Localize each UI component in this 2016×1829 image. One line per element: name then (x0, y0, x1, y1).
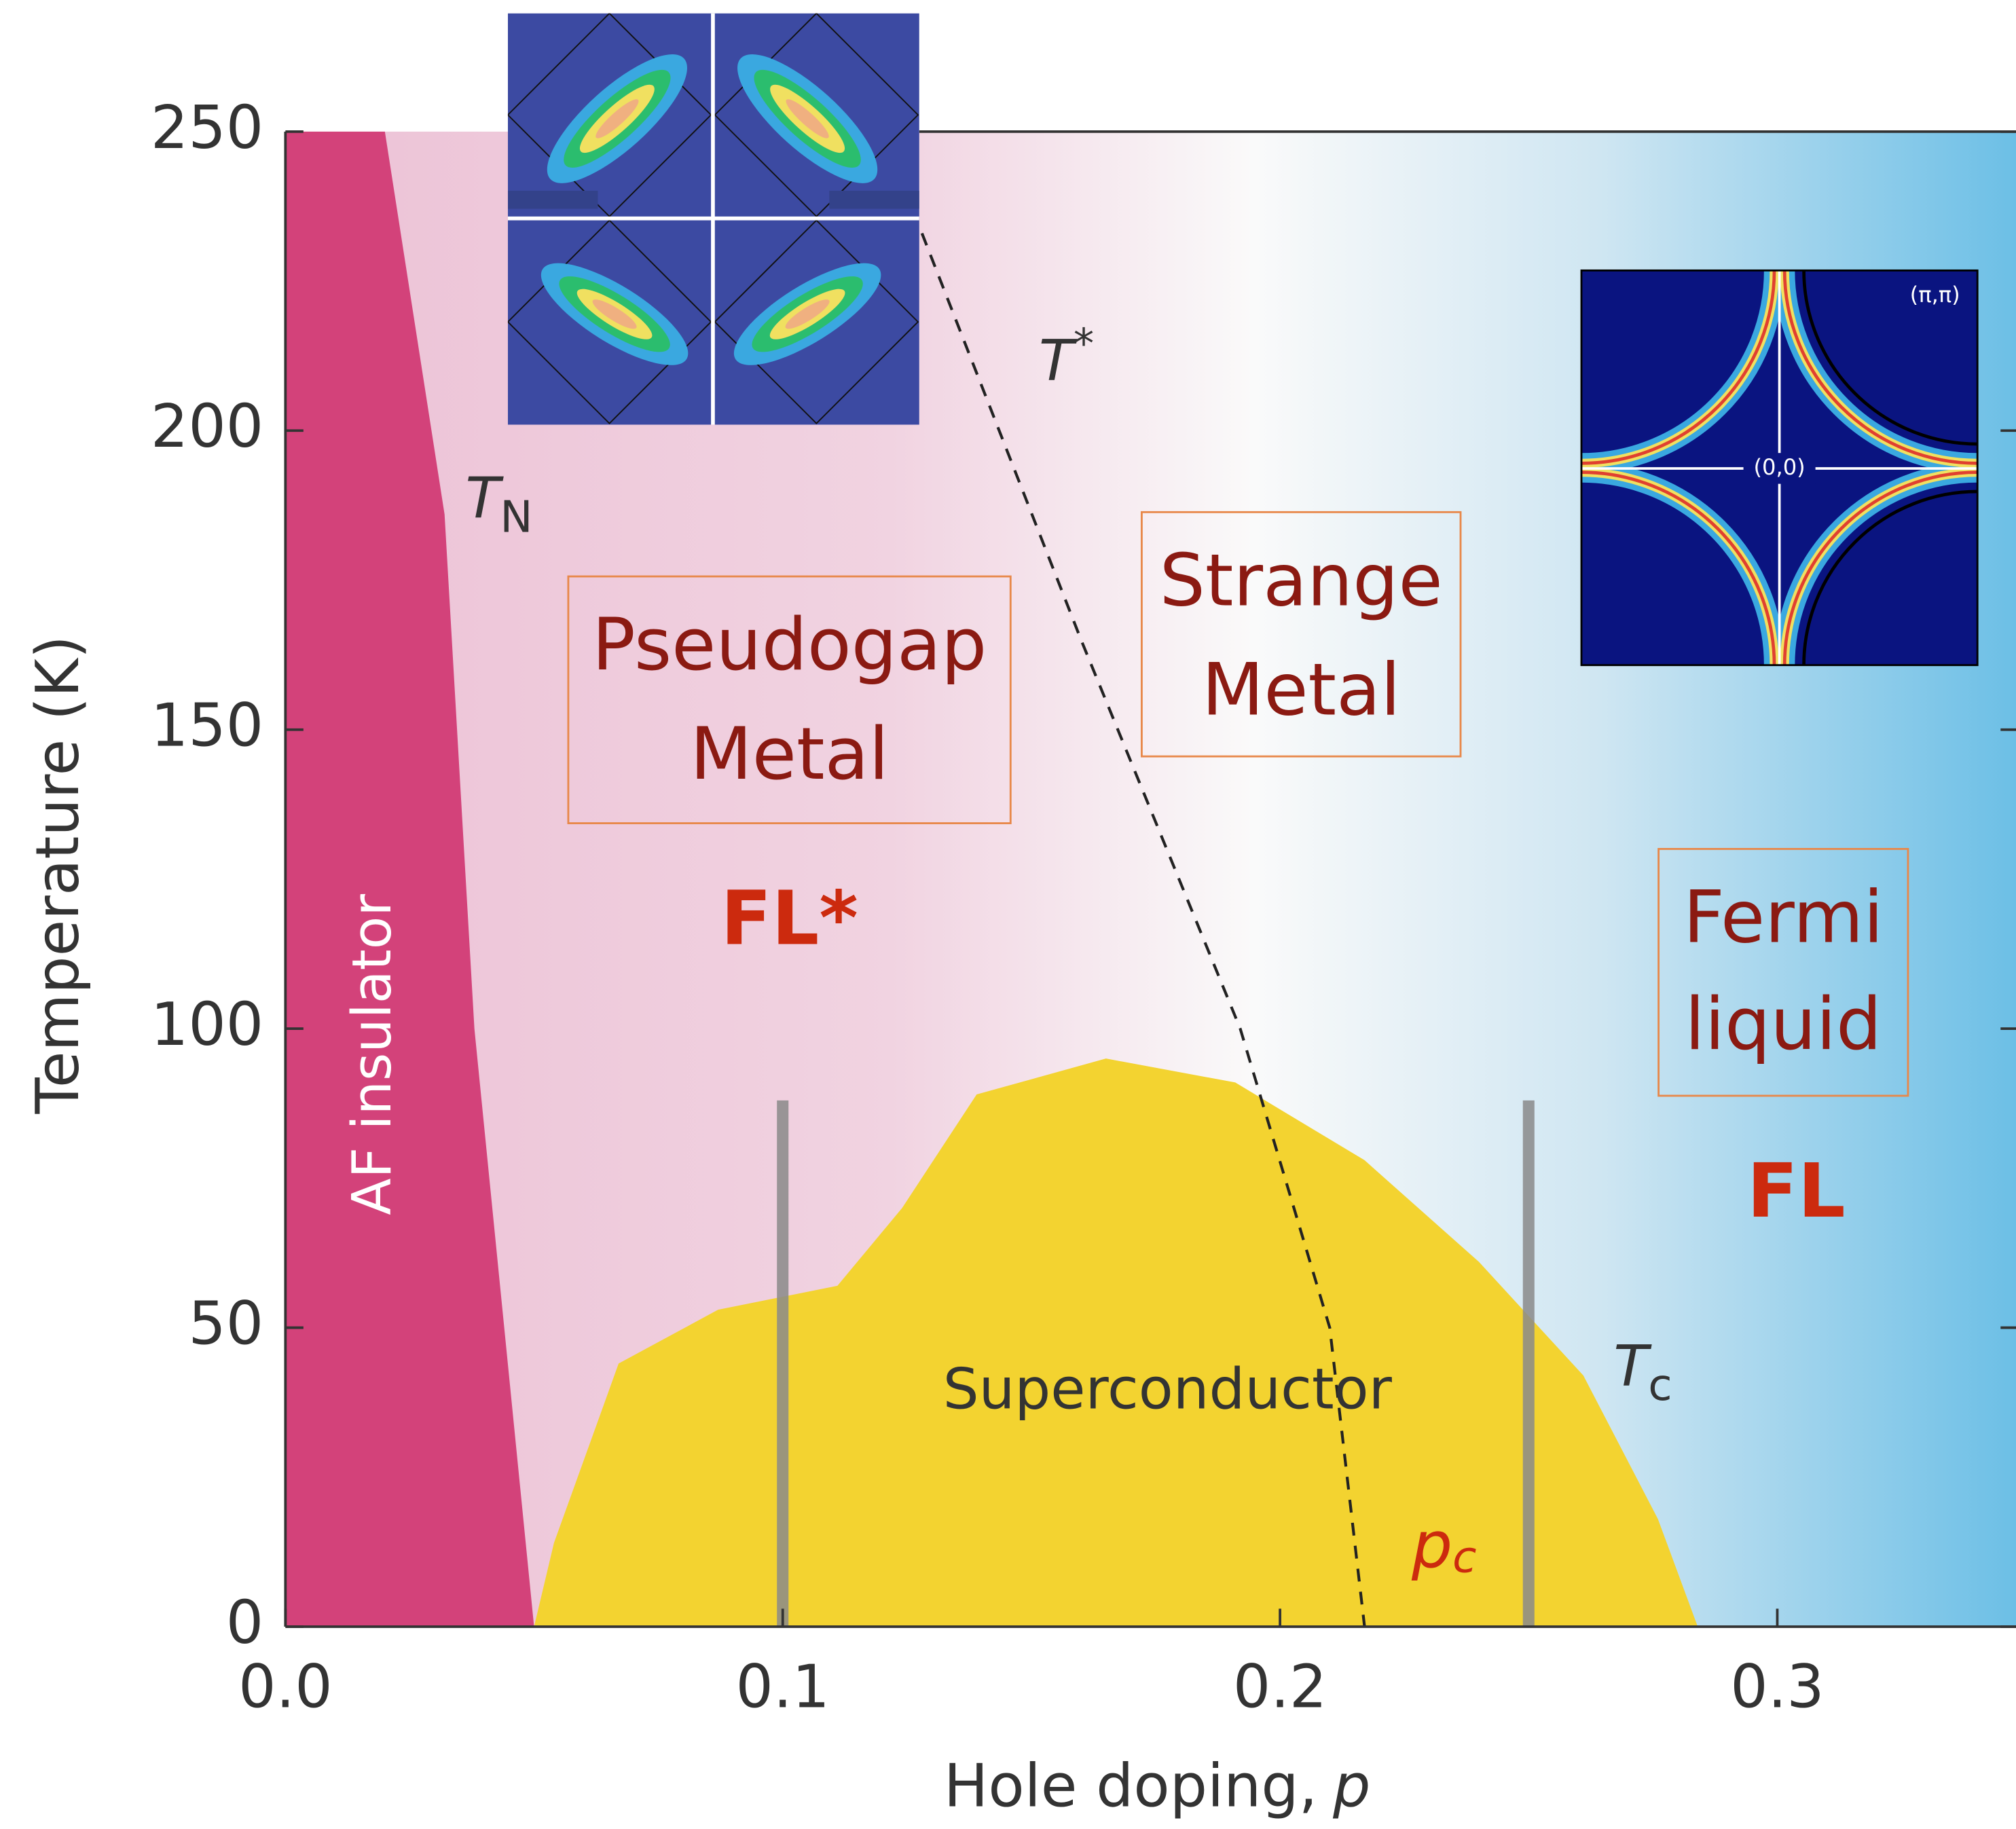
y-tick-label: 100 (151, 990, 263, 1059)
page: {"chart_data": { "type": "phase-diagram"… (0, 0, 2016, 1829)
phase-label: FL* (720, 875, 858, 962)
region-label: liquid (1685, 983, 1882, 1067)
y-tick-label: 0 (226, 1588, 263, 1657)
y-tick-label: 250 (151, 93, 263, 162)
region-label: Pseudogap (592, 604, 987, 687)
inset-label: (π,π) (1910, 282, 1960, 308)
region-label: Metal (690, 713, 889, 796)
superscript: * (1074, 320, 1094, 368)
region-label: Metal (1202, 649, 1401, 733)
region-label: Superconductor (943, 1356, 1393, 1422)
region-label: AF insulator (340, 894, 403, 1215)
subscript: c (1452, 1532, 1476, 1583)
subscript: N (500, 492, 532, 542)
y-tick-label: 200 (151, 392, 263, 461)
y-tick-label: 50 (188, 1289, 263, 1358)
symbol: T (465, 465, 504, 531)
symbol: T (1039, 328, 1078, 394)
subscript: c (1648, 1359, 1672, 1410)
inset-arpes (508, 14, 919, 425)
region-label: Fermi (1683, 876, 1884, 960)
region-label: Strange (1160, 540, 1443, 623)
x-axis-label: Hole doping,p (944, 1751, 1370, 1820)
phase-label: FL (1747, 1147, 1846, 1234)
label-variable: p (1332, 1751, 1370, 1820)
x-tick-label: 0.1 (735, 1652, 830, 1722)
x-tick-label: 0.2 (1233, 1652, 1327, 1722)
inset-label: (0,0) (1753, 454, 1805, 480)
x-tick-label: 0.3 (1730, 1652, 1825, 1722)
chart: AF insulator Superconductor Pseudogap Me… (0, 0, 2016, 1829)
x-tick-label: 0.0 (238, 1652, 333, 1722)
y-axis-label: Temperature (K) (23, 635, 92, 1114)
symbol: T (1613, 1333, 1652, 1399)
label-text: Hole doping, (944, 1751, 1317, 1820)
symbol: p (1411, 1508, 1452, 1583)
y-tick-label: 150 (151, 691, 263, 760)
